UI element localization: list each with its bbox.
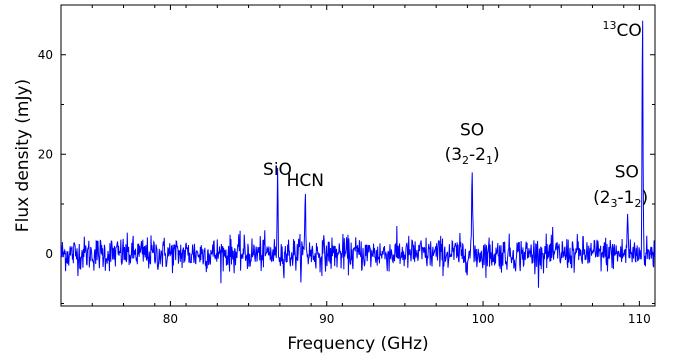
annotation-part: ) (493, 145, 500, 165)
annotation-part: 13 (603, 19, 617, 32)
plot-frame (60, 4, 656, 307)
x-tick-label: 110 (628, 312, 651, 326)
annotation-part: ) (641, 188, 648, 208)
annotation-part: SiO (263, 160, 292, 180)
annotation-part: (3 (445, 145, 462, 165)
y-tick-label: 20 (38, 147, 53, 161)
x-tick-label: 80 (163, 312, 178, 326)
x-tick-label: 100 (472, 312, 495, 326)
annotation-so2-trans: (23-12) (593, 188, 648, 210)
annotation-so1-name: SO (460, 120, 484, 140)
x-axis-label: Frequency (GHz) (287, 334, 428, 354)
ticks: 80 90 100 110 0 20 40 (38, 4, 656, 326)
annotation-part: 2 (634, 197, 641, 210)
annotation-part: 3 (611, 197, 618, 210)
x-tick-label: 90 (319, 312, 334, 326)
spectrum-line (60, 20, 656, 288)
annotation-sio: SiO (263, 160, 292, 180)
annotation-part: 2 (462, 154, 469, 167)
y-axis-label: Flux density (mJy) (13, 79, 33, 232)
annotation-part: -1 (618, 188, 635, 208)
annotation-part: SO (615, 163, 639, 183)
y-tick-label: 40 (38, 48, 53, 62)
annotation-part: SO (460, 120, 484, 140)
annotation-part: HCN (287, 171, 324, 191)
annotation-so2-name: SO (615, 163, 639, 183)
annotation-13co: 13CO (603, 19, 642, 41)
annotation-hcn: HCN (287, 171, 324, 191)
annotation-part: CO (617, 21, 642, 41)
annotation-part: 1 (486, 154, 493, 167)
y-tick-label: 0 (45, 247, 53, 261)
annotation-part: (2 (593, 188, 610, 208)
annotation-so1-trans: (32-21) (445, 145, 500, 167)
annotation-part: -2 (469, 145, 486, 165)
